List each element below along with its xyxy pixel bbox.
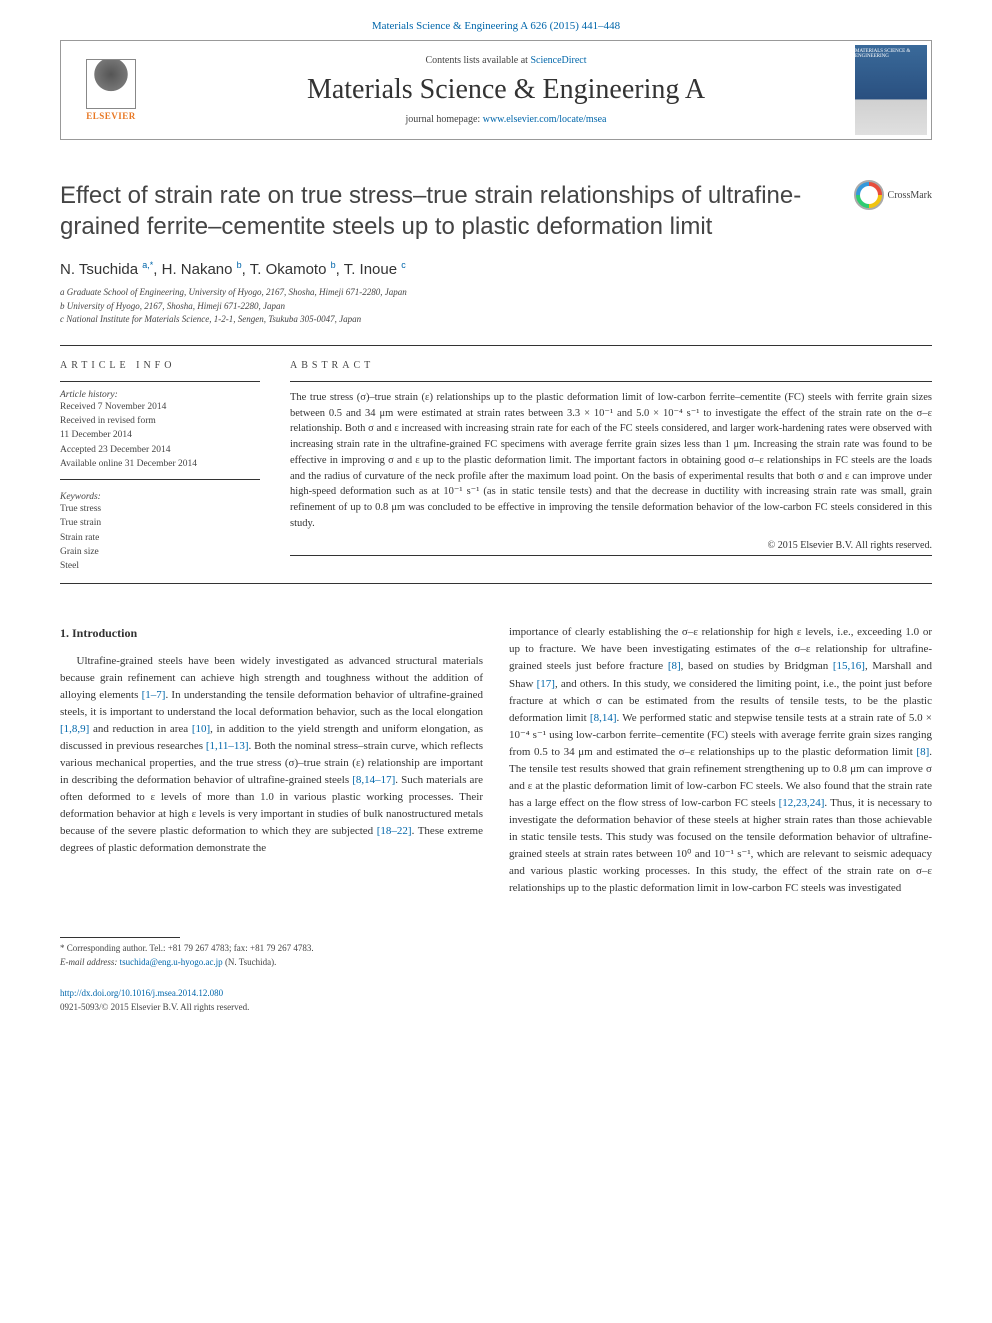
- abstract-block: ABSTRACT The true stress (σ)–true strain…: [290, 360, 932, 574]
- history-list: Received 7 November 2014Received in revi…: [60, 400, 260, 471]
- divider: [60, 381, 260, 382]
- author-list: N. Tsuchida a,*, H. Nakano b, T. Okamoto…: [60, 260, 932, 278]
- publisher-name: ELSEVIER: [86, 111, 136, 121]
- crossmark-badge[interactable]: CrossMark: [854, 180, 932, 210]
- journal-cover-thumbnail[interactable]: MATERIALS SCIENCE & ENGINEERING: [855, 45, 927, 135]
- article-meta-row: ARTICLE INFO Article history: Received 7…: [60, 360, 932, 574]
- keywords-list: True stressTrue strainStrain rateGrain s…: [60, 502, 260, 573]
- publisher-logo[interactable]: ELSEVIER: [61, 53, 161, 127]
- column-right: importance of clearly establishing the σ…: [509, 624, 932, 897]
- footnote-rule: [60, 937, 180, 938]
- abstract-copyright: © 2015 Elsevier B.V. All rights reserved…: [290, 540, 932, 551]
- column-left: 1. Introduction Ultrafine-grained steels…: [60, 624, 483, 897]
- divider: [60, 479, 260, 480]
- doi-link[interactable]: http://dx.doi.org/10.1016/j.msea.2014.12…: [60, 988, 223, 998]
- body-paragraph: importance of clearly establishing the σ…: [509, 624, 932, 897]
- abstract-text: The true stress (σ)–true strain (ε) rela…: [290, 390, 932, 532]
- history-label: Article history:: [60, 390, 260, 400]
- journal-homepage-link[interactable]: www.elsevier.com/locate/msea: [483, 114, 607, 125]
- citation-text: Materials Science & Engineering A 626 (2…: [372, 20, 620, 32]
- doi-line: http://dx.doi.org/10.1016/j.msea.2014.12…: [60, 987, 932, 1001]
- article-body: 1. Introduction Ultrafine-grained steels…: [60, 624, 932, 897]
- journal-homepage-line: journal homepage: www.elsevier.com/locat…: [161, 114, 851, 125]
- sciencedirect-link[interactable]: ScienceDirect: [530, 55, 586, 66]
- journal-header-box: ELSEVIER Contents lists available at Sci…: [60, 40, 932, 140]
- footer-area: * Corresponding author. Tel.: +81 79 267…: [60, 937, 932, 1014]
- article-title: Effect of strain rate on true stress–tru…: [60, 180, 834, 242]
- issn-copyright: 0921-5093/© 2015 Elsevier B.V. All right…: [60, 1001, 932, 1015]
- crossmark-icon: [854, 180, 884, 210]
- article-frontmatter: Effect of strain rate on true stress–tru…: [60, 180, 932, 584]
- header-center: Contents lists available at ScienceDirec…: [161, 55, 851, 125]
- section-heading: 1. Introduction: [60, 624, 483, 643]
- article-info-heading: ARTICLE INFO: [60, 360, 260, 371]
- divider: [290, 381, 932, 382]
- citation-header: Materials Science & Engineering A 626 (2…: [0, 0, 992, 40]
- divider: [290, 555, 932, 556]
- divider: [60, 345, 932, 346]
- journal-name: Materials Science & Engineering A: [161, 74, 851, 106]
- author-email-link[interactable]: tsuchida@eng.u-hyogo.ac.jp: [120, 957, 223, 967]
- body-paragraph: Ultrafine-grained steels have been widel…: [60, 653, 483, 858]
- article-info-block: ARTICLE INFO Article history: Received 7…: [60, 360, 260, 574]
- abstract-heading: ABSTRACT: [290, 360, 932, 371]
- email-line: E-mail address: tsuchida@eng.u-hyogo.ac.…: [60, 956, 932, 970]
- keywords-label: Keywords:: [60, 492, 260, 502]
- corresponding-author: * Corresponding author. Tel.: +81 79 267…: [60, 942, 932, 956]
- affiliation-list: a Graduate School of Engineering, Univer…: [60, 286, 932, 327]
- elsevier-tree-icon: [86, 59, 136, 109]
- contents-list-line: Contents lists available at ScienceDirec…: [161, 55, 851, 66]
- divider: [60, 583, 932, 584]
